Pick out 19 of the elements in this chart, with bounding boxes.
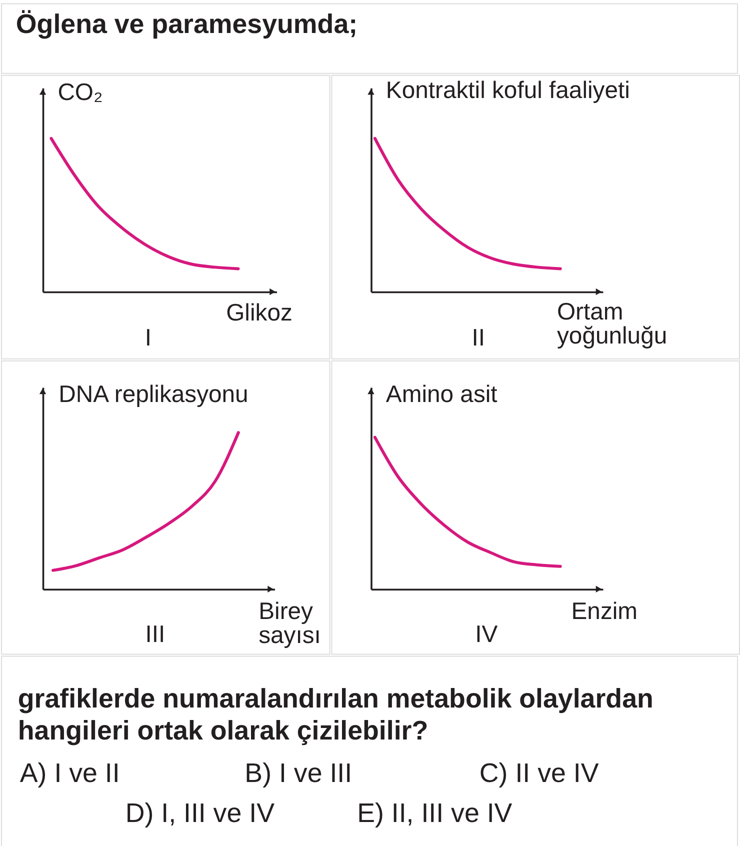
text: E) II, III ve IV xyxy=(357,798,512,828)
y-axis-title: DNA replikasyonu xyxy=(58,381,248,408)
text: C) II ve IV xyxy=(479,758,599,788)
text: II xyxy=(472,324,486,352)
text: IV xyxy=(475,620,498,648)
text: B) I ve III xyxy=(244,758,352,788)
x-axis-title: Birey sayısı xyxy=(258,598,321,649)
x-axis-title: Ortam yoğunluğu xyxy=(556,298,668,350)
text: III xyxy=(145,620,166,648)
text: A) I ve II xyxy=(20,758,120,788)
y-axis-title: Amino asit xyxy=(386,381,498,408)
text: I xyxy=(144,324,152,352)
text: grafiklerde numaralandırılan metabolik olaylardan hangileri ortak olarak çizilebilir? xyxy=(18,683,654,746)
x-axis-title: Enzim xyxy=(571,598,638,625)
text: D) I, III ve IV xyxy=(125,798,275,828)
y-axis-title: Kontraktil koful faaliyeti xyxy=(386,76,630,104)
text: Öglena ve paramesyumda; xyxy=(16,9,358,40)
x-axis-title: Glikoz xyxy=(226,300,292,327)
y-axis-title: CO₂ xyxy=(58,78,103,106)
